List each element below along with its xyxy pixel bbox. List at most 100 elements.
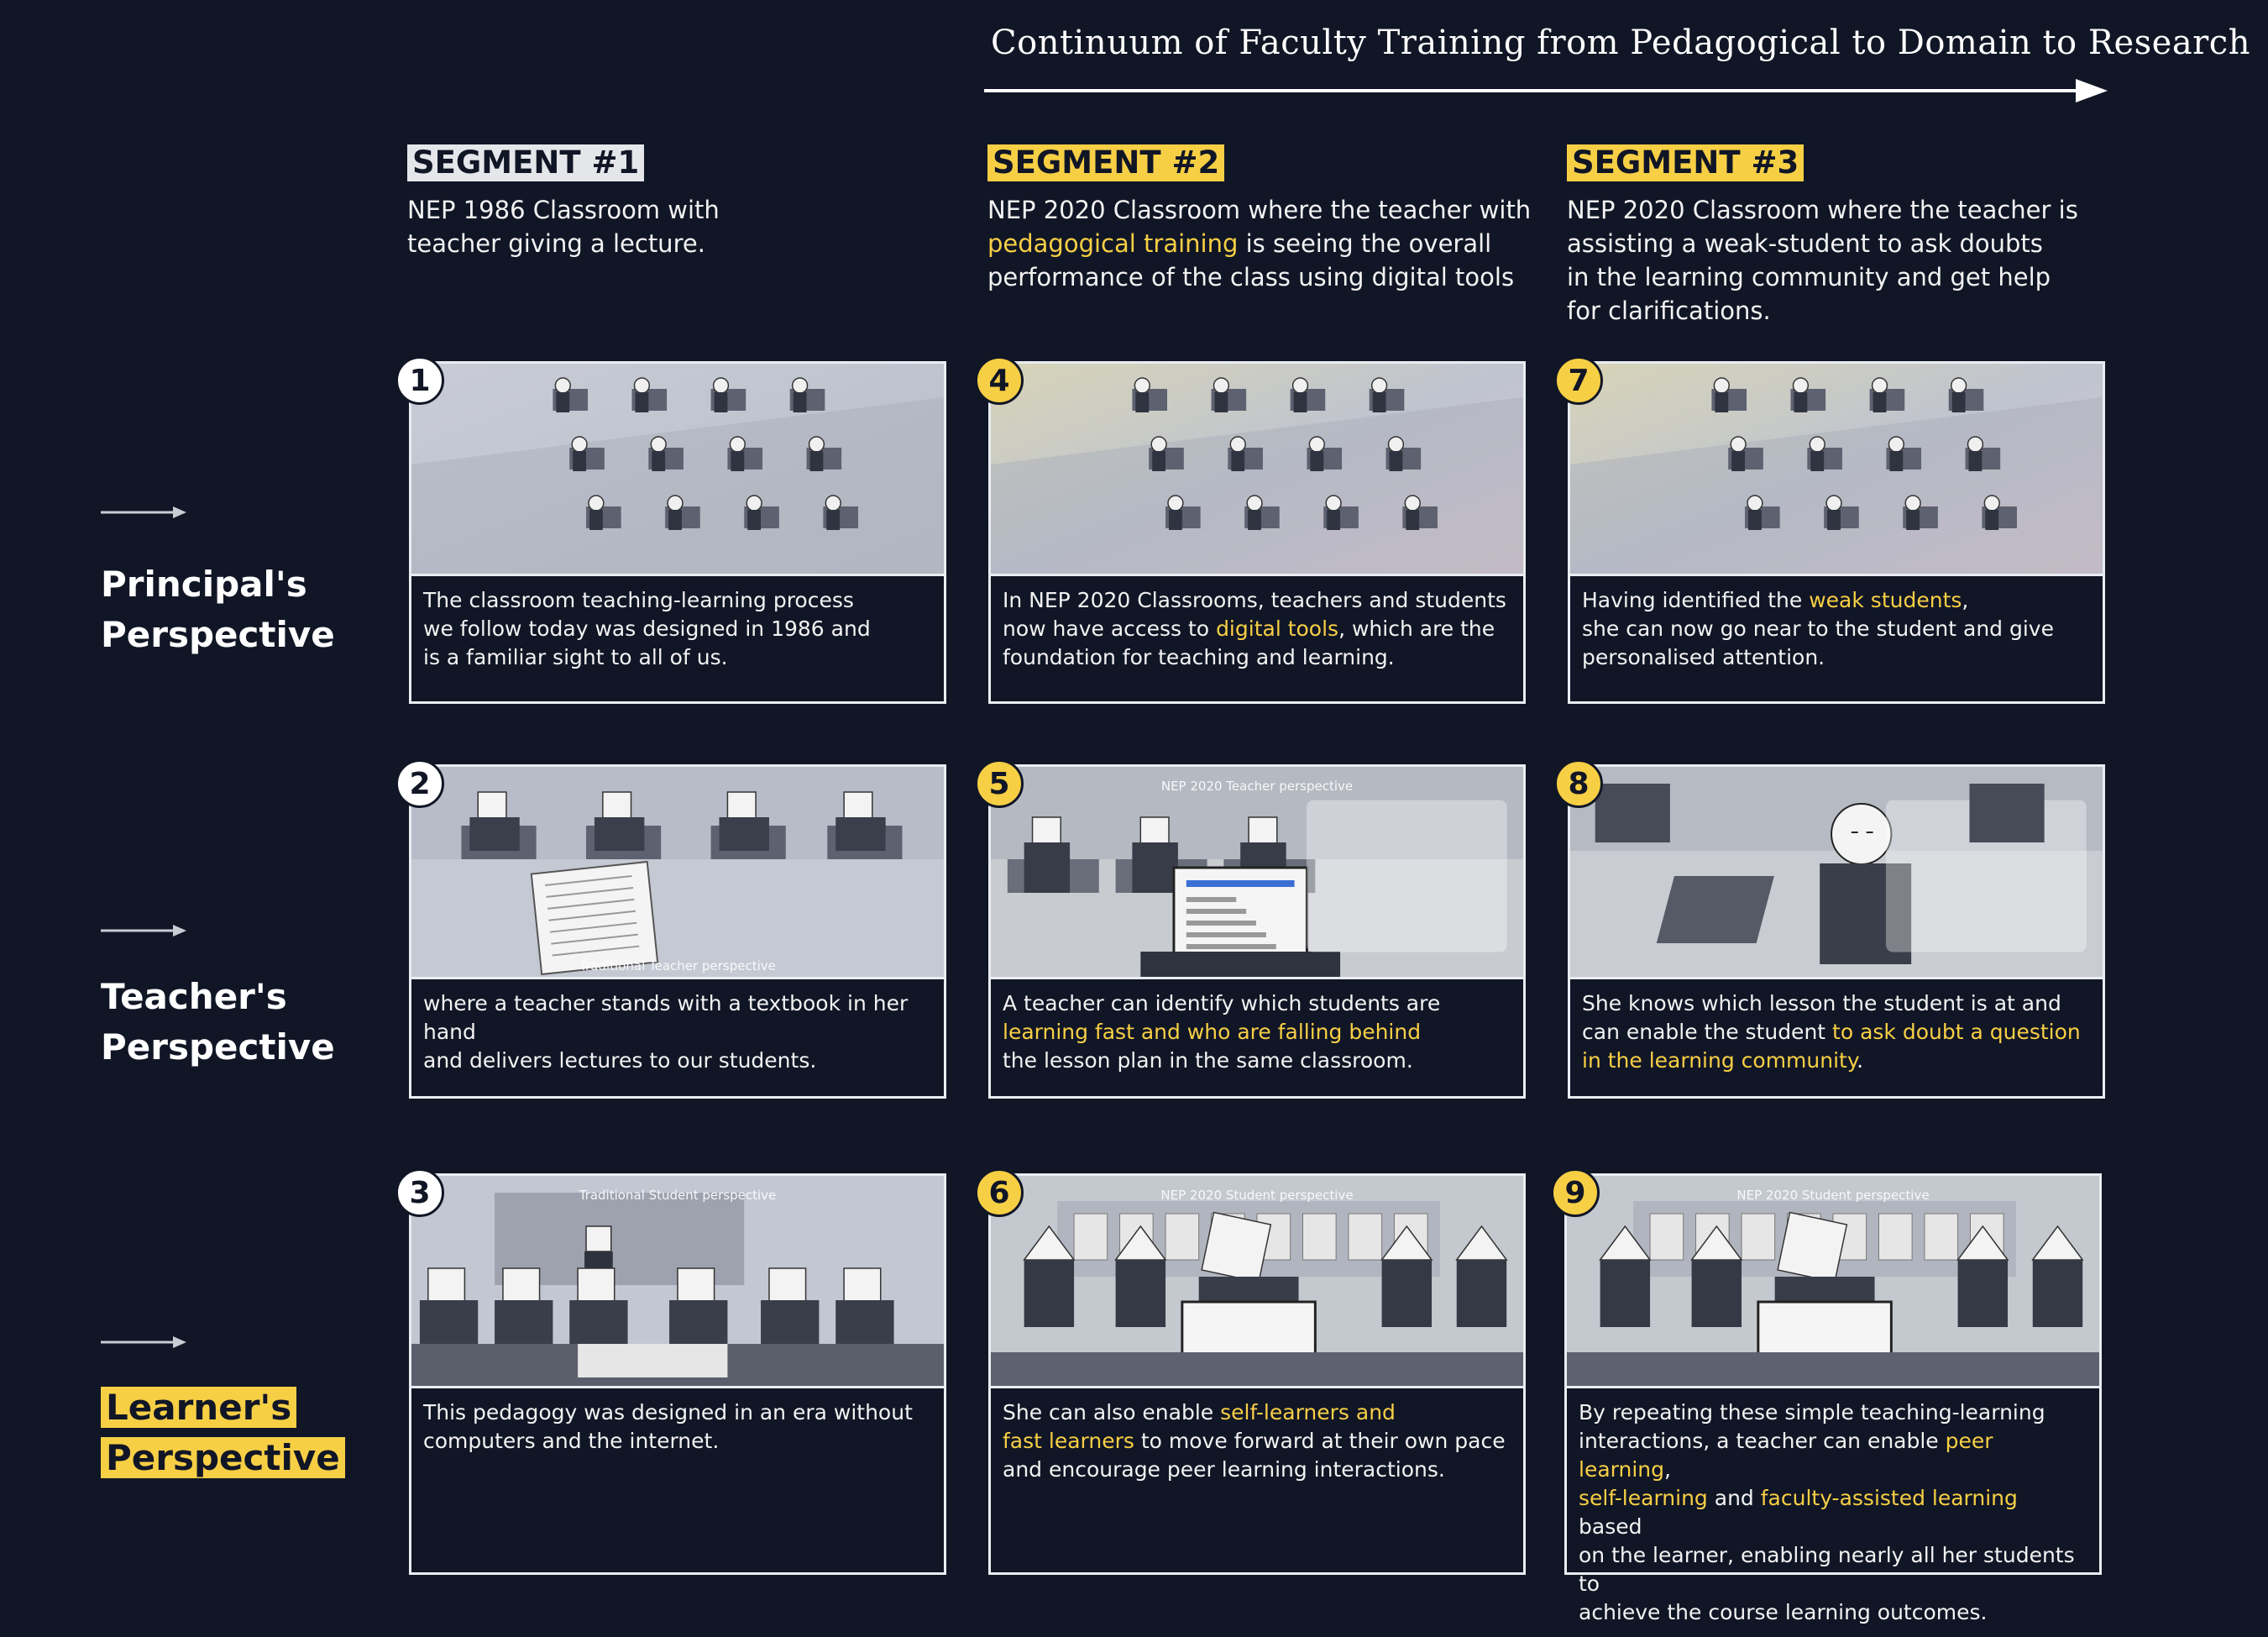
panel-8-number-badge: 8 (1554, 759, 1603, 808)
panel-6: NEP 2020 Student perspective She can also… (988, 1173, 1526, 1575)
row-label-learner-line1: Learner's (101, 1383, 345, 1433)
text-run: foundation for teaching and learning. (1003, 645, 1395, 669)
text-run: the lesson plan in the same classroom. (1003, 1048, 1413, 1073)
panel-4: In NEP 2020 Classrooms, teachers and stu… (988, 361, 1526, 704)
text-run: The classroom teaching-learning process (423, 588, 854, 612)
panel-4-illustration (991, 364, 1523, 576)
continuum-title: Continuum of Faculty Training from Pedag… (991, 24, 2250, 62)
text-run: and delivers lectures to our students. (423, 1048, 817, 1073)
highlighted-text: learning fast and who are falling behind (1003, 1020, 1422, 1044)
row-label-principal-line2: Perspective (101, 614, 335, 655)
segment-2-desc: NEP 2020 Classroom where the teacher wit… (987, 193, 1558, 294)
row-label-teacher-line1: Teacher's (101, 976, 287, 1017)
text-run: on the learner, enabling nearly all her … (1579, 1543, 2075, 1596)
panel-9-caption: NEP 2020 Student perspective (1736, 1188, 1930, 1203)
panel-2-text: where a teacher stands with a textbook i… (411, 979, 944, 1085)
text-run: computers and the internet. (423, 1429, 720, 1453)
text-run: and (1707, 1486, 1761, 1510)
panel-7: Having identified the weak students, she … (1568, 361, 2105, 704)
panel-5-number-badge: 5 (975, 759, 1024, 808)
long-right-arrow-icon (984, 79, 2108, 102)
row-label-learner-line2: Perspective (101, 1433, 345, 1483)
panel-2-number-badge: 2 (395, 759, 444, 808)
text-run: performance of the class using digital t… (987, 263, 1515, 291)
text-run: By repeating these simple teaching-learn… (1579, 1400, 2045, 1425)
panel-2: Traditional Teacher perspective where a t… (409, 764, 946, 1099)
highlighted-text: faculty-assisted learning (1760, 1486, 2018, 1510)
panel-1-text: The classroom teaching-learning process w… (411, 576, 944, 682)
panel-1: The classroom teaching-learning process w… (409, 361, 946, 704)
text-run: personalised attention. (1582, 645, 1825, 669)
text-run: to move forward at their own pace (1134, 1429, 1506, 1453)
text-run: now have access to (1003, 616, 1217, 641)
panel-5-caption: NEP 2020 Teacher perspective (1160, 779, 1354, 794)
panel-4-number-badge: 4 (975, 356, 1024, 405)
panel-1-number-badge: 1 (395, 356, 444, 405)
text-run: for clarifications. (1567, 296, 1771, 325)
row-label-principal: Principal's Perspective (101, 559, 335, 660)
text-run: She can also enable (1003, 1400, 1221, 1425)
panel-3-number-badge: 3 (395, 1168, 444, 1217)
panel-6-caption: NEP 2020 Student perspective (1160, 1188, 1354, 1203)
panel-7-text: Having identified the weak students, she … (1570, 576, 2103, 682)
segment-2-badge: SEGMENT #2 (987, 144, 1225, 181)
highlighted-text: to ask doubt a question (1832, 1020, 2081, 1044)
row-label-learner: Learner's Perspective (101, 1383, 345, 1483)
text-run: is seeing the overall (1238, 229, 1492, 258)
segment-3-badge: SEGMENT #3 (1567, 144, 1804, 181)
text-run: is a familiar sight to all of us. (423, 645, 728, 669)
panel-6-number-badge: 6 (975, 1168, 1024, 1217)
panel-7-illustration (1570, 364, 2103, 576)
text-run: interactions, a teacher can enable (1579, 1429, 1946, 1453)
text-run: . (1857, 1048, 1864, 1073)
panel-5-text: A teacher can identify which students ar… (991, 979, 1523, 1085)
text-run: we follow today was designed in 1986 and (423, 616, 871, 641)
panel-9-number-badge: 9 (1551, 1168, 1600, 1217)
panel-7-number-badge: 7 (1554, 356, 1603, 405)
text-run: based (1579, 1514, 1642, 1539)
right-arrow-icon (101, 925, 186, 937)
text-run: , (1962, 588, 1969, 612)
segment-3-desc: NEP 2020 Classroom where the teacher is … (1567, 193, 2138, 328)
panel-6-text: She can also enable self-learners and fas… (991, 1388, 1523, 1494)
panel-6-illustration: NEP 2020 Student perspective (991, 1176, 1523, 1388)
panel-1-illustration (411, 364, 944, 576)
text-run: This pedagogy was designed in an era wit… (423, 1400, 913, 1425)
text-run: in the learning community and get help (1567, 263, 2051, 291)
panel-9-illustration: NEP 2020 Student perspective (1567, 1176, 2099, 1388)
panel-3-illustration: Traditional Student perspective (411, 1176, 944, 1388)
segment-1: SEGMENT #1 NEP 1986 Classroom with teach… (407, 144, 945, 260)
panel-2-caption: Traditional Teacher perspective (579, 958, 776, 973)
text-run: , which are the (1338, 616, 1495, 641)
text-run: teacher giving a lecture. (407, 229, 705, 258)
highlighted-text: peer learning (1579, 1429, 1993, 1482)
text-run: NEP 2020 Classroom where the teacher is (1567, 196, 2078, 224)
text-run: achieve the course learning outcomes. (1579, 1600, 1988, 1624)
panel-8-text: She knows which lesson the student is at… (1570, 979, 2103, 1085)
text-run: , (1664, 1457, 1671, 1482)
text-run: NEP 1986 Classroom with (407, 196, 720, 224)
panel-5: NEP 2020 Teacher perspective A teacher ca… (988, 764, 1526, 1099)
row-label-principal-line1: Principal's (101, 564, 307, 605)
highlighted-text: digital tools (1216, 616, 1339, 641)
panel-8-illustration (1570, 767, 2103, 979)
panel-8: She knows which lesson the student is at… (1568, 764, 2105, 1099)
segment-3: SEGMENT #3 NEP 2020 Classroom where the … (1567, 144, 2138, 328)
panel-3-text: This pedagogy was designed in an era wit… (411, 1388, 944, 1466)
text-run: she can now go near to the student and g… (1582, 616, 2054, 641)
highlighted-text: self-learners and (1220, 1400, 1396, 1425)
highlighted-text: fast learners (1003, 1429, 1134, 1453)
panel-4-text: In NEP 2020 Classrooms, teachers and stu… (991, 576, 1523, 682)
row-label-teacher-line2: Perspective (101, 1026, 335, 1068)
segment-2: SEGMENT #2 NEP 2020 Classroom where the … (987, 144, 1558, 294)
highlighted-text: self-learning (1579, 1486, 1708, 1510)
row-label-teacher: Teacher's Perspective (101, 972, 335, 1073)
right-arrow-icon (101, 1336, 186, 1348)
panel-2-illustration: Traditional Teacher perspective (411, 767, 944, 979)
text-run: where a teacher stands with a textbook i… (423, 991, 909, 1044)
text-run: can enable the student (1582, 1020, 1833, 1044)
text-run: and encourage peer learning interactions… (1003, 1457, 1445, 1482)
segment-1-desc: NEP 1986 Classroom with teacher giving a… (407, 193, 945, 260)
segment-1-badge: SEGMENT #1 (407, 144, 645, 181)
highlighted-text: pedagogical training (987, 229, 1239, 258)
